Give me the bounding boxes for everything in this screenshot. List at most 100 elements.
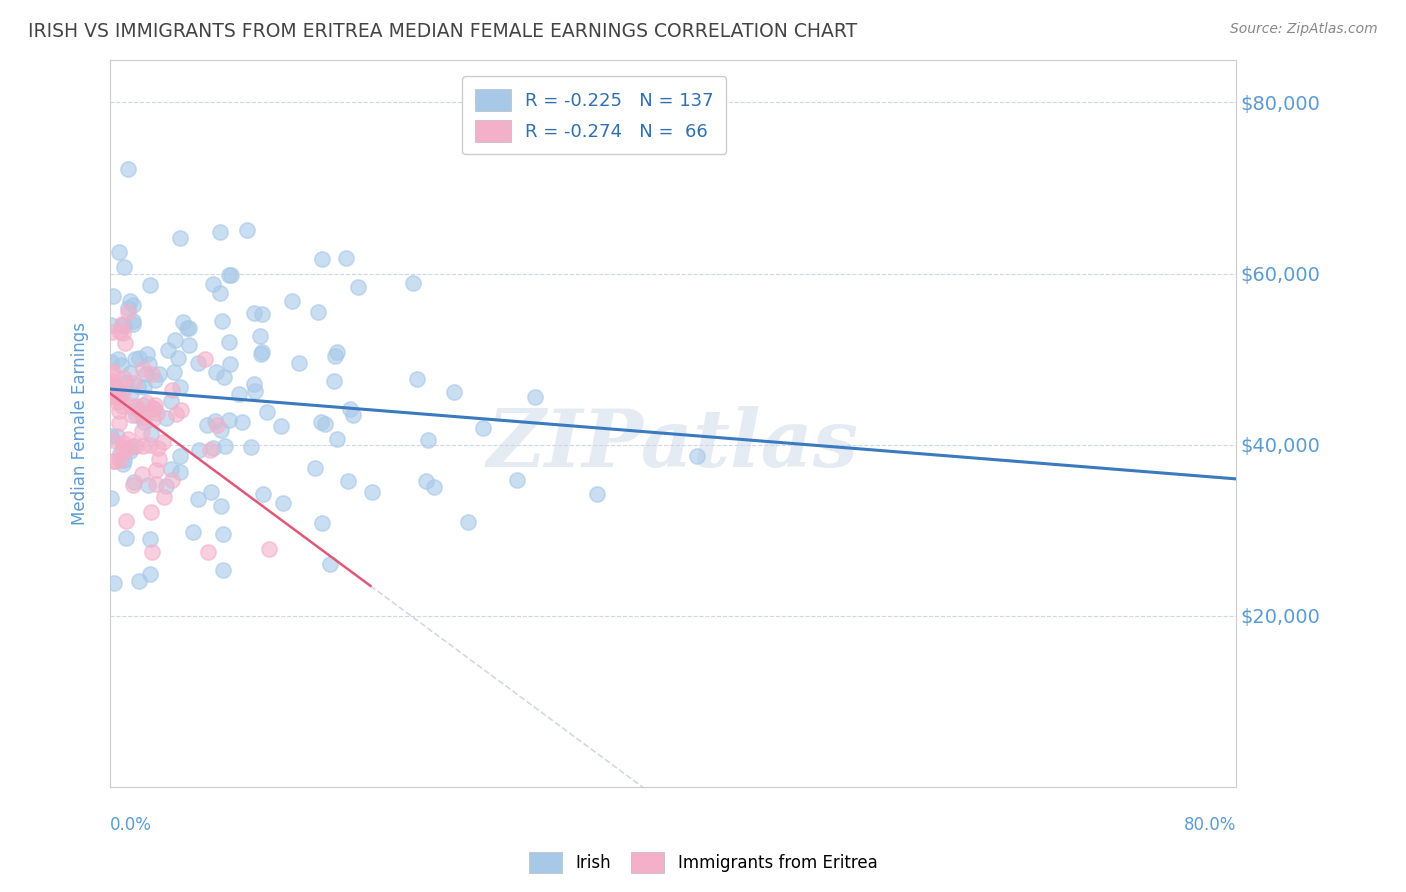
Point — [167, 351, 190, 365]
Point — [132, 379, 155, 393]
Point — [132, 398, 155, 412]
Point — [211, 314, 233, 328]
Point — [342, 408, 364, 422]
Point — [120, 443, 142, 458]
Point — [156, 343, 179, 357]
Point — [249, 329, 271, 343]
Point — [125, 399, 148, 413]
Point — [103, 379, 125, 393]
Point — [506, 473, 529, 487]
Point — [128, 351, 150, 366]
Point — [423, 480, 446, 494]
Point — [100, 429, 122, 443]
Point — [163, 365, 186, 379]
Point — [132, 439, 155, 453]
Point — [201, 441, 224, 455]
Point — [194, 351, 217, 366]
Point — [110, 358, 132, 372]
Point — [319, 557, 342, 571]
Point — [107, 404, 129, 418]
Point — [145, 477, 167, 491]
Point — [205, 365, 228, 379]
Point — [256, 405, 278, 419]
Point — [172, 315, 194, 329]
Point — [347, 280, 370, 294]
Point — [335, 251, 357, 265]
Point — [111, 318, 134, 332]
Point — [195, 417, 218, 432]
Point — [128, 574, 150, 588]
Point — [101, 433, 124, 447]
Point — [112, 371, 135, 385]
Point — [122, 376, 145, 391]
Point — [143, 373, 166, 387]
Point — [110, 446, 132, 460]
Point — [108, 416, 131, 430]
Point — [209, 423, 232, 437]
Point — [136, 477, 159, 491]
Point — [228, 386, 250, 401]
Point — [131, 467, 153, 481]
Point — [204, 414, 226, 428]
Point — [281, 293, 304, 308]
Point — [142, 412, 165, 426]
Point — [200, 484, 222, 499]
Point — [103, 576, 125, 591]
Point — [111, 435, 134, 450]
Point — [117, 301, 139, 315]
Text: 80.0%: 80.0% — [1184, 816, 1236, 834]
Text: Source: ZipAtlas.com: Source: ZipAtlas.com — [1230, 22, 1378, 37]
Point — [323, 374, 346, 388]
Point — [145, 398, 167, 412]
Point — [214, 439, 236, 453]
Point — [159, 393, 181, 408]
Point — [112, 457, 135, 471]
Point — [336, 474, 359, 488]
Point — [197, 544, 219, 558]
Point — [117, 432, 139, 446]
Point — [145, 463, 167, 477]
Point — [169, 449, 191, 463]
Point — [141, 367, 163, 381]
Point — [115, 514, 138, 528]
Point — [202, 277, 225, 291]
Point — [165, 407, 187, 421]
Point — [139, 438, 162, 452]
Point — [111, 445, 134, 459]
Point — [139, 532, 162, 546]
Point — [101, 377, 124, 392]
Point — [415, 475, 437, 489]
Point — [219, 268, 242, 282]
Point — [101, 325, 124, 339]
Point — [146, 442, 169, 456]
Y-axis label: Median Female Earnings: Median Female Earnings — [72, 322, 89, 524]
Point — [118, 367, 141, 381]
Point — [231, 415, 253, 429]
Point — [101, 366, 124, 380]
Point — [169, 231, 191, 245]
Point — [112, 453, 135, 467]
Point — [169, 379, 191, 393]
Point — [135, 367, 157, 381]
Point — [307, 305, 329, 319]
Point — [111, 326, 134, 340]
Point — [212, 370, 235, 384]
Point — [117, 442, 139, 457]
Point — [155, 411, 177, 425]
Legend: R = -0.225   N = 137, R = -0.274   N =  66: R = -0.225 N = 137, R = -0.274 N = 66 — [463, 76, 727, 154]
Point — [105, 429, 128, 443]
Point — [325, 344, 347, 359]
Point — [523, 390, 546, 404]
Point — [110, 386, 132, 401]
Point — [122, 478, 145, 492]
Point — [457, 516, 479, 530]
Point — [110, 318, 132, 332]
Point — [187, 443, 209, 458]
Point — [160, 473, 183, 487]
Point — [146, 406, 169, 420]
Point — [219, 357, 242, 371]
Point — [177, 337, 200, 351]
Point — [103, 391, 125, 405]
Point — [311, 252, 333, 266]
Point — [218, 334, 240, 349]
